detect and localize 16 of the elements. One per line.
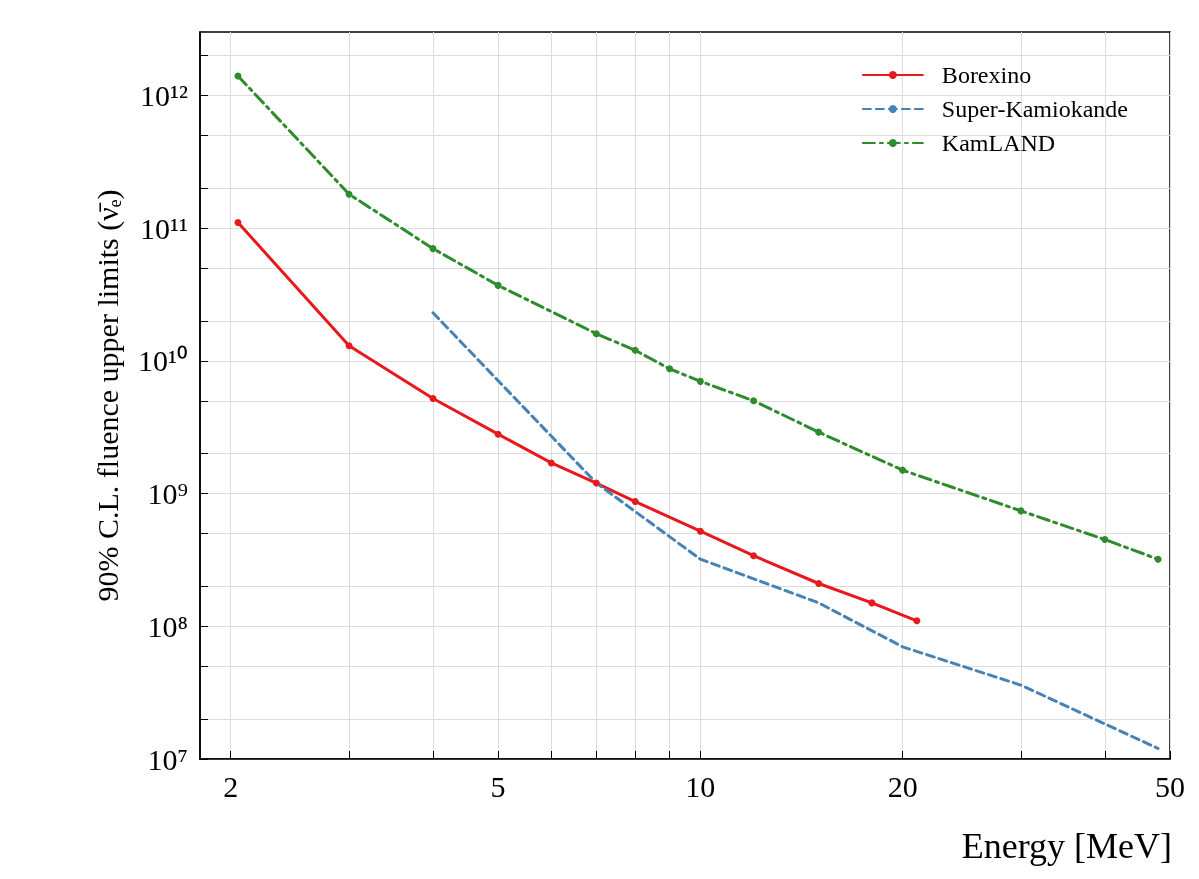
legend-label: Super-Kamiokande — [941, 96, 1129, 122]
x-axis-title: Energy [MeV] — [961, 826, 1173, 866]
y-tick-label: 10⁸ — [147, 609, 188, 643]
x-tick-label: 2 — [223, 769, 239, 803]
y-tick-label: 10¹¹ — [140, 211, 188, 245]
legend-label: Borexino — [941, 62, 1032, 88]
y-tick-label: 10¹⁰ — [138, 344, 188, 378]
x-tick-label: 5 — [490, 769, 506, 803]
legend-label: KamLAND — [941, 130, 1056, 156]
x-tick-label: 50 — [1155, 769, 1185, 803]
y-axis-title: 90% C.L. fluence upper limits (ν̄ₑ) — [90, 189, 125, 602]
y-tick-label: 10⁷ — [147, 742, 188, 776]
y-tick-label: 10⁹ — [147, 477, 188, 511]
x-tick-label: 20 — [887, 769, 918, 803]
y-tick-label: 10¹² — [140, 78, 188, 112]
x-tick-label: 10 — [685, 769, 716, 803]
